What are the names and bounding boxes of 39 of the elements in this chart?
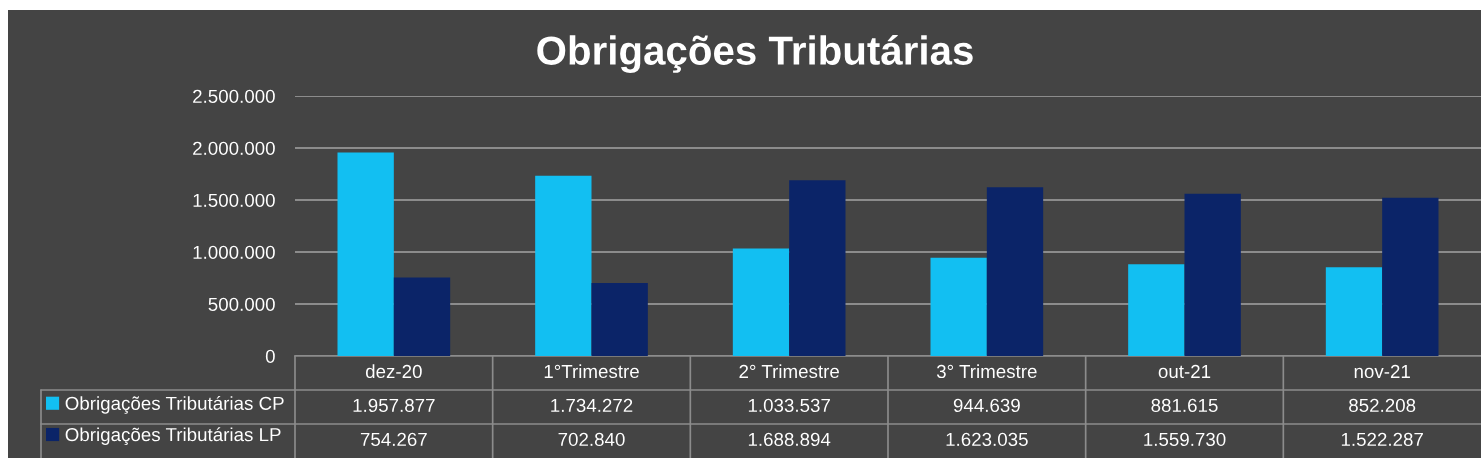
x-tick-label: dez-20 bbox=[365, 364, 422, 379]
data-label: 1.734.272 bbox=[551, 398, 633, 413]
bar bbox=[1325, 267, 1383, 356]
bar bbox=[591, 282, 648, 356]
bar bbox=[337, 152, 394, 356]
data-label: 1.623.035 bbox=[946, 432, 1028, 447]
bar bbox=[789, 180, 846, 356]
data-label: 1.522.287 bbox=[1341, 432, 1423, 447]
data-label: 1.957.877 bbox=[353, 398, 435, 413]
y-tick-label: 1.000.000 bbox=[193, 245, 275, 259]
legend-label: Obrigações Tributárias CP bbox=[65, 396, 284, 414]
data-label: 944.639 bbox=[953, 398, 1020, 413]
x-tick-label: 3° Trimestre bbox=[936, 364, 1037, 379]
y-tick-label: 2.500.000 bbox=[193, 89, 275, 103]
bar bbox=[1128, 264, 1185, 356]
legend-label: Obrigações Tributárias LP bbox=[65, 427, 281, 446]
x-tick-label: nov-21 bbox=[1354, 364, 1410, 379]
x-tick-label: 1°Trimestre bbox=[544, 364, 639, 379]
data-label: 754.267 bbox=[360, 432, 427, 447]
bar bbox=[1382, 197, 1439, 356]
bar bbox=[930, 257, 987, 356]
bar bbox=[732, 248, 790, 356]
data-label: 852.208 bbox=[1349, 398, 1416, 413]
y-tick-label: 1.500.000 bbox=[193, 193, 275, 207]
data-label: 1.688.894 bbox=[748, 432, 831, 447]
x-tick-label: 2° Trimestre bbox=[739, 364, 839, 379]
data-label: 881.615 bbox=[1151, 398, 1218, 413]
data-label: 702.840 bbox=[558, 432, 625, 447]
y-tick-label: 0 bbox=[265, 349, 275, 363]
bar bbox=[393, 277, 451, 356]
bar bbox=[986, 187, 1044, 356]
bar bbox=[535, 175, 592, 356]
data-label: 1.033.537 bbox=[748, 398, 830, 413]
bar bbox=[1184, 193, 1241, 356]
data-label: 1.559.730 bbox=[1144, 432, 1226, 447]
x-tick-label: out-21 bbox=[1158, 364, 1211, 379]
chart-title: Obrigações Tributárias bbox=[537, 34, 973, 74]
y-tick-label: 500.000 bbox=[208, 297, 275, 311]
y-tick-label: 2.000.000 bbox=[193, 141, 275, 155]
